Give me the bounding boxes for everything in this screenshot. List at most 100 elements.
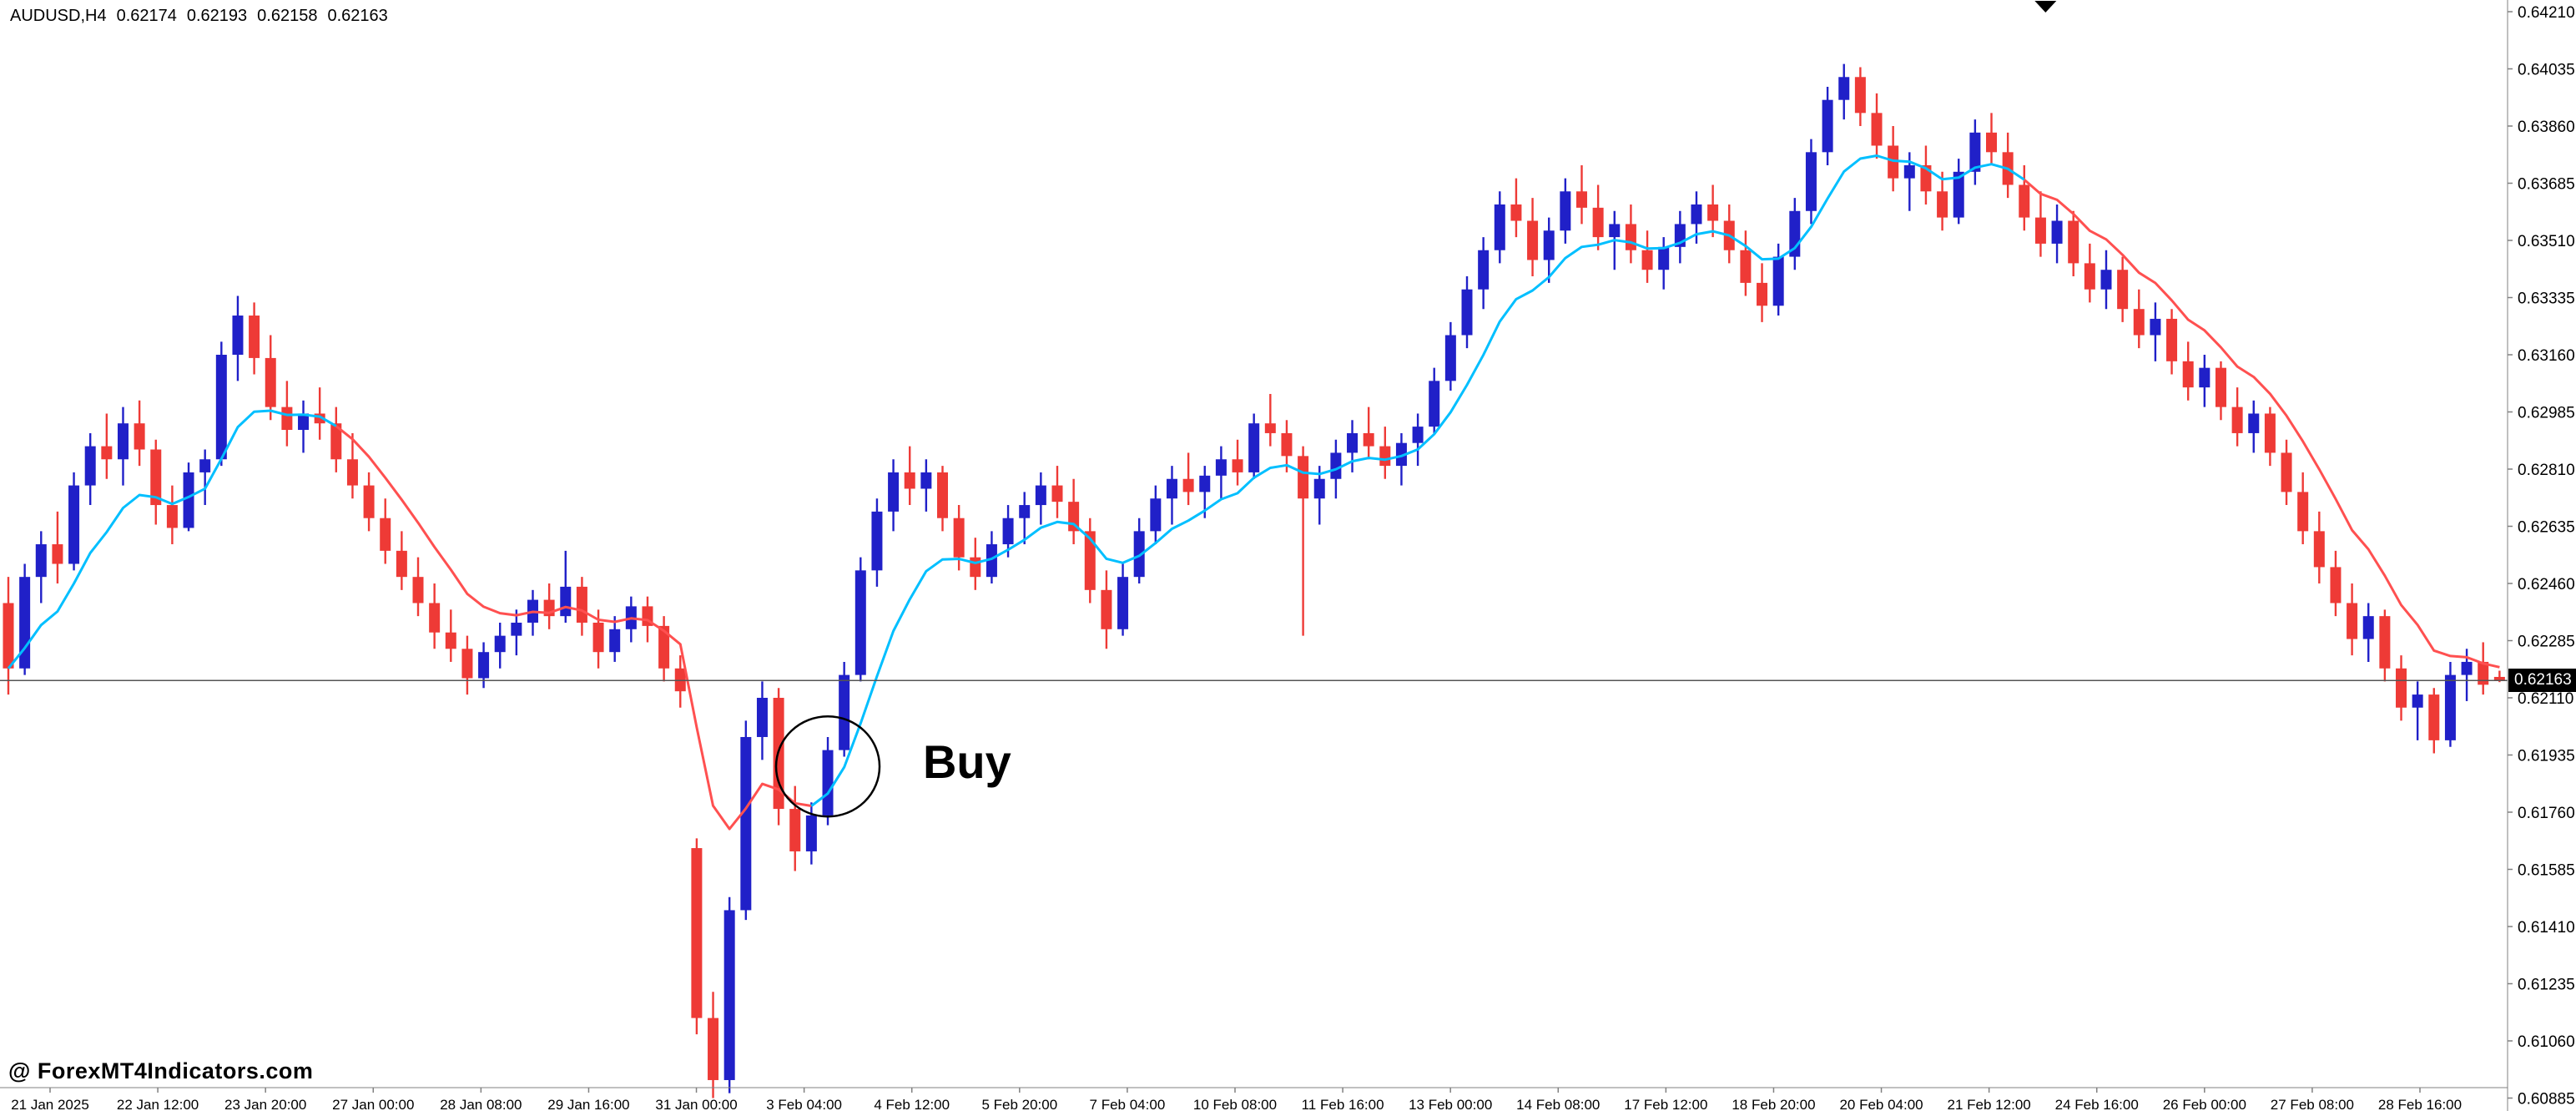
candle: [1281, 420, 1293, 472]
candle: [1182, 452, 1194, 506]
candle: [84, 432, 96, 506]
candle: [789, 785, 801, 871]
candle: [1674, 210, 1686, 264]
candle: [2117, 256, 2129, 322]
candle: [330, 407, 342, 472]
bid-price-tag: 0.62163: [2508, 669, 2576, 693]
candle: [150, 439, 162, 525]
candle: [1494, 191, 1505, 264]
candle: [1429, 367, 1440, 433]
time-label: 11 Feb 16:00: [1302, 1097, 1384, 1111]
candle: [609, 616, 621, 662]
time-label: 27 Feb 08:00: [2271, 1097, 2354, 1111]
candle: [1395, 432, 1407, 486]
symbol-ohlc-readout: AUDUSD,H4 0.62174 0.62193 0.62158 0.6216…: [10, 7, 388, 26]
candle: [1625, 204, 1636, 264]
price-label: 0.61410: [2518, 919, 2575, 937]
candle: [445, 609, 456, 662]
price-label: 0.64035: [2518, 62, 2575, 79]
candle: [1068, 478, 1080, 545]
price-label: 0.63160: [2518, 347, 2575, 365]
candle: [2199, 355, 2211, 407]
candle: [1035, 472, 1046, 525]
price-label: 0.61935: [2518, 748, 2575, 765]
candle: [2379, 609, 2391, 682]
candle: [117, 407, 129, 486]
time-label: 14 Feb 08:00: [1516, 1097, 1600, 1111]
candle: [1444, 321, 1456, 391]
price-label: 0.61760: [2518, 805, 2575, 822]
ohlc-open-value: 0.62174: [116, 7, 177, 25]
candle: [2428, 688, 2440, 754]
candle: [1789, 198, 1801, 270]
candle: [2396, 655, 2407, 721]
candles-layer: [3, 63, 2505, 1098]
candle: [1772, 243, 1784, 316]
candle: [854, 557, 866, 682]
candle: [1019, 492, 1031, 545]
candle: [396, 531, 407, 590]
candle: [1822, 87, 1833, 165]
candle: [1313, 466, 1325, 525]
candle: [314, 387, 325, 440]
candle: [839, 661, 850, 757]
time-label: 4 Feb 12:00: [874, 1097, 950, 1111]
candle: [904, 446, 915, 506]
price-label: 0.62110: [2518, 690, 2573, 708]
candle: [691, 838, 703, 1035]
candle: [1888, 126, 1899, 192]
time-label: 20 Feb 04:00: [1839, 1097, 1923, 1111]
candle: [1264, 393, 1276, 447]
trend-ma-segment-up: [7, 409, 337, 669]
candle: [265, 335, 276, 421]
candle: [560, 550, 572, 623]
candle: [1248, 413, 1260, 479]
time-label: 28 Feb 16:00: [2378, 1097, 2462, 1111]
time-axis[interactable]: 21 Jan 2025 22 Jan 12:00 23 Jan 20:00 27 Ja…: [0, 1087, 2508, 1111]
candle: [68, 472, 80, 571]
candle: [2478, 642, 2489, 695]
candle: [723, 896, 735, 1093]
candle: [888, 459, 900, 532]
candle: [134, 400, 145, 467]
price-scale[interactable]: 0.64210 0.64035 0.63860 0.63685 0.63510 0.633…: [2507, 0, 2575, 1111]
candle: [412, 557, 424, 617]
time-label: 26 Feb 00:00: [2163, 1097, 2246, 1111]
candle: [1592, 184, 1604, 250]
ohlc-low-value: 0.62158: [257, 7, 318, 25]
candle: [1363, 407, 1374, 460]
candle: [298, 400, 310, 453]
time-label: 18 Feb 20:00: [1732, 1097, 1815, 1111]
candle: [1658, 237, 1670, 290]
candle: [1379, 427, 1391, 479]
time-label: 3 Feb 04:00: [766, 1097, 842, 1111]
trend-ma-segment-down: [335, 425, 812, 831]
candle: [1953, 159, 1964, 225]
candle: [363, 472, 375, 532]
price-label: 0.60885: [2518, 1091, 2575, 1108]
candle: [1478, 237, 1490, 310]
buy-annotation-label[interactable]: Buy: [922, 735, 1011, 789]
price-label: 0.62635: [2518, 519, 2575, 537]
candle: [2150, 302, 2161, 361]
chart-shift-marker-icon[interactable]: [2034, 1, 2057, 13]
candle: [2051, 204, 2063, 264]
price-label: 0.63860: [2518, 119, 2575, 136]
candle: [1166, 466, 1177, 525]
candle: [511, 609, 522, 656]
candle: [1412, 413, 1424, 467]
candle: [1871, 93, 1883, 159]
candle: [2034, 191, 2046, 257]
price-label: 0.63685: [2518, 176, 2575, 194]
buy-signal-circle[interactable]: [774, 715, 881, 818]
candle: [1084, 518, 1096, 603]
watermark: @ ForexMT4Indicators.com: [8, 1058, 314, 1083]
candle: [380, 498, 391, 564]
time-label: 13 Feb 00:00: [1409, 1097, 1492, 1111]
candle: [429, 583, 441, 649]
candle: [1854, 67, 1866, 126]
candle: [3, 577, 14, 695]
time-label: 5 Feb 20:00: [981, 1097, 1057, 1111]
candle: [1117, 563, 1129, 636]
